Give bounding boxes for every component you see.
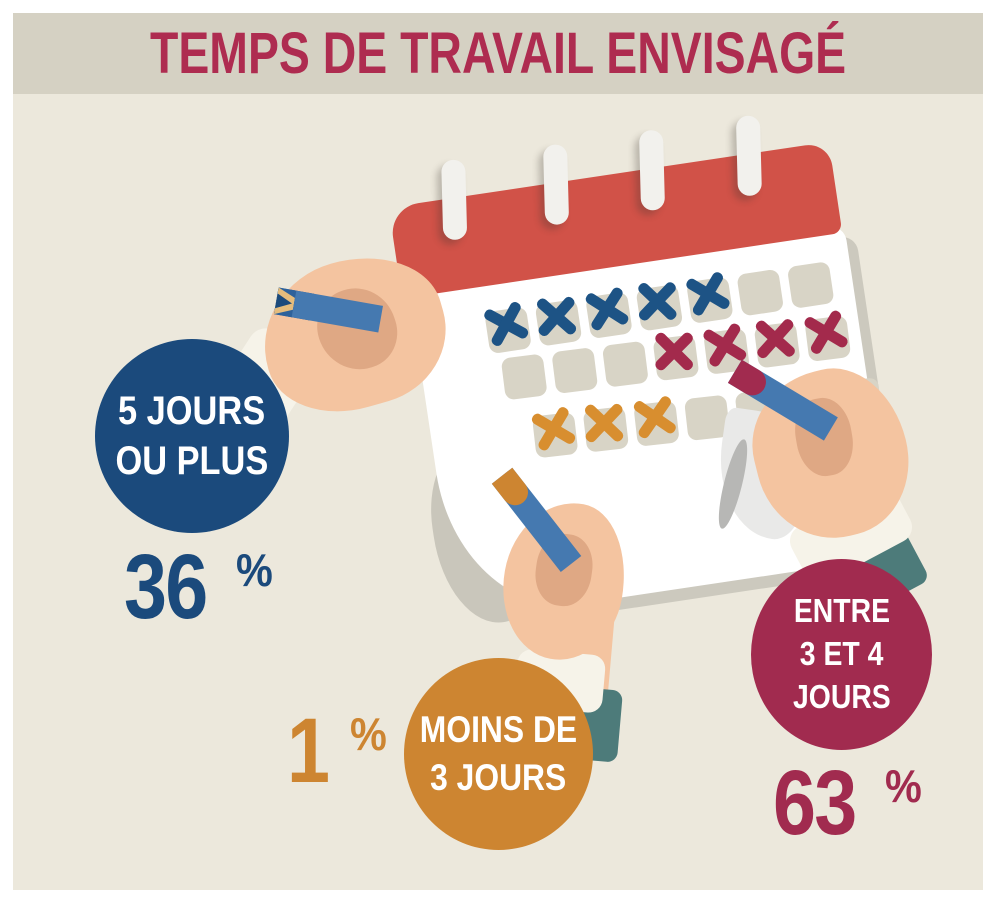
calendar-day-cell: [635, 283, 684, 332]
stat-circle-five-days: 5 JOURS OU PLUS: [95, 339, 289, 533]
stat-label-line: 5 JOURS: [118, 388, 266, 433]
calendar-day-cell: [835, 377, 883, 424]
calendar-day-cell: [551, 347, 599, 395]
calendar-day-cell: [804, 315, 852, 363]
calendar-day-cell: [785, 383, 832, 430]
stat-value-five-days: 36 %: [124, 536, 277, 638]
stat-number: 63: [773, 752, 857, 854]
calendar-day-cell: [652, 334, 700, 382]
x-mark-icon: [528, 403, 579, 454]
calendar-day-cell: [753, 321, 801, 369]
x-mark-icon: [653, 330, 695, 372]
calendar-day-cell: [601, 340, 649, 388]
calendar-day-cell: [585, 291, 633, 340]
calendar-day-cell: [786, 261, 835, 309]
calendar-day-cell: [484, 306, 532, 355]
calendar-day-cell: [534, 298, 583, 347]
x-mark-icon: [800, 306, 851, 357]
stat-circle-between-3-4-days: ENTRE 3 ET 4 JOURS: [751, 559, 932, 750]
calendar-day-cell: [500, 353, 548, 401]
x-mark-icon: [630, 392, 679, 441]
title-band: TEMPS DE TRAVAIL ENVISAGÉ: [13, 13, 983, 94]
stat-number: 1: [287, 700, 330, 802]
calendar-day-cell: [703, 327, 751, 375]
page-title-text: TEMPS DE TRAVAIL ENVISAGÉ: [149, 21, 847, 86]
x-mark-icon: [699, 319, 749, 369]
page-title: TEMPS DE TRAVAIL ENVISAGÉ: [13, 13, 983, 94]
stat-label-line: MOINS DE: [419, 708, 578, 750]
percent-sign: %: [885, 760, 923, 812]
stat-label-line: ENTRE: [793, 592, 890, 630]
stat-label-line: JOURS: [792, 677, 891, 715]
stat-number: 36: [124, 536, 208, 638]
stat-circle-less-3-days: MOINS DE 3 JOURS: [404, 658, 593, 850]
stat-label-line: 3 JOURS: [430, 757, 567, 798]
calendar-day-cell: [685, 276, 734, 325]
stat-label-line: 3 ET 4: [799, 635, 884, 673]
x-mark-icon: [636, 279, 679, 322]
x-mark-icon: [753, 316, 797, 360]
x-mark-icon: [534, 294, 578, 338]
percent-sign: %: [350, 708, 387, 760]
x-mark-icon: [480, 297, 532, 349]
calendar-day-cell: [531, 411, 579, 459]
x-mark-icon: [583, 401, 626, 444]
stat-value-less-3-days: 1 %: [287, 700, 391, 802]
stat-value-between-3-4-days: 63 %: [773, 752, 926, 854]
calendar-day-cell: [582, 406, 630, 453]
calendar-day-cell: [633, 400, 680, 447]
calendar-day-cell: [736, 268, 785, 317]
stat-label-line: OU PLUS: [115, 439, 269, 483]
percent-sign: %: [236, 544, 274, 596]
x-mark-icon: [682, 268, 733, 319]
x-mark-icon: [582, 283, 632, 333]
